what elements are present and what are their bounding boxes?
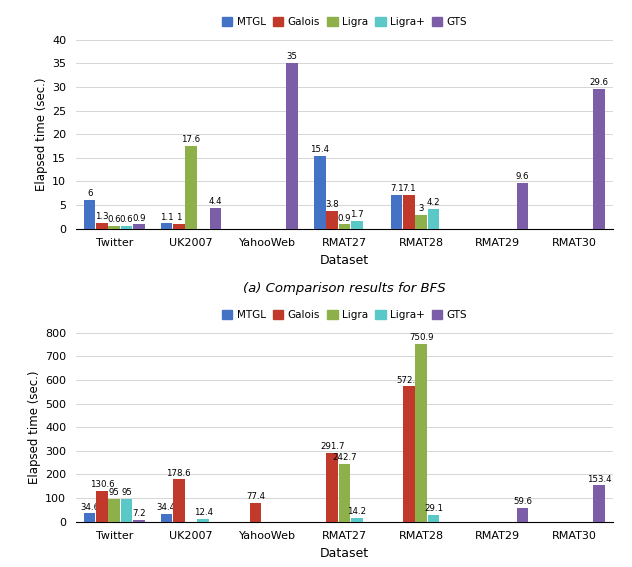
Text: 29.6: 29.6 (590, 78, 609, 87)
Bar (593, 89, 605, 229)
Bar (391, 195, 403, 229)
Text: 3.8: 3.8 (325, 200, 339, 209)
Bar (121, 226, 132, 229)
Bar (286, 64, 298, 229)
Text: 750.9: 750.9 (409, 333, 434, 342)
Text: 1.3: 1.3 (95, 211, 109, 221)
Bar (428, 209, 439, 229)
Bar (84, 200, 95, 229)
Bar (593, 485, 605, 522)
X-axis label: Dataset: Dataset (320, 547, 369, 560)
Text: 95: 95 (109, 488, 119, 497)
Bar (185, 146, 197, 229)
Text: 1.1: 1.1 (160, 213, 173, 222)
Bar (250, 503, 261, 522)
Text: 7.1: 7.1 (390, 184, 403, 193)
Text: 17.6: 17.6 (181, 134, 200, 143)
Text: 153.4: 153.4 (587, 475, 612, 484)
Text: 0.6: 0.6 (107, 215, 121, 224)
Text: 7.2: 7.2 (132, 509, 145, 518)
Text: 35: 35 (287, 52, 298, 61)
Text: 34.4: 34.4 (157, 502, 176, 511)
Text: 130.6: 130.6 (90, 480, 114, 489)
Bar (516, 507, 528, 522)
Bar (428, 515, 439, 522)
X-axis label: Dataset: Dataset (320, 254, 369, 267)
Text: 7.1: 7.1 (402, 184, 416, 193)
Bar (403, 387, 415, 522)
Y-axis label: Elapsed time (sec.): Elapsed time (sec.) (35, 78, 48, 191)
Bar (108, 499, 120, 522)
Bar (161, 514, 173, 522)
Bar (339, 225, 350, 229)
Bar (351, 221, 363, 229)
Text: 15.4: 15.4 (310, 145, 329, 154)
Bar (415, 214, 427, 229)
Bar (351, 518, 363, 522)
Y-axis label: Elapsed time (sec.): Elapsed time (sec.) (28, 370, 41, 484)
Bar (326, 211, 338, 229)
Text: 9.6: 9.6 (516, 172, 529, 181)
Bar (161, 223, 173, 229)
Bar (96, 491, 108, 522)
Text: 95: 95 (121, 488, 132, 497)
Text: 77.4: 77.4 (246, 493, 265, 501)
Text: 4.4: 4.4 (209, 197, 222, 206)
Bar (415, 344, 427, 522)
Bar (173, 224, 185, 229)
Text: 14.2: 14.2 (347, 507, 367, 517)
Text: 59.6: 59.6 (513, 497, 532, 506)
Bar (108, 226, 120, 229)
Text: 34.6: 34.6 (80, 502, 99, 511)
Bar (96, 223, 108, 229)
Text: 29.1: 29.1 (424, 504, 443, 513)
Text: 12.4: 12.4 (193, 508, 213, 517)
Legend: MTGL, Galois, Ligra, Ligra+, GTS: MTGL, Galois, Ligra, Ligra+, GTS (218, 306, 471, 324)
Bar (403, 195, 415, 229)
Bar (84, 514, 95, 522)
Text: 0.6: 0.6 (119, 215, 133, 224)
Text: 1.7: 1.7 (350, 210, 363, 219)
Text: 0.9: 0.9 (337, 214, 351, 223)
Bar (210, 208, 221, 229)
Text: 291.7: 291.7 (320, 442, 344, 451)
Bar (339, 464, 350, 522)
Bar (133, 225, 145, 229)
Text: 0.9: 0.9 (132, 214, 145, 223)
Text: 3: 3 (418, 204, 424, 213)
Bar (326, 452, 338, 522)
Bar (197, 519, 209, 522)
Bar (121, 499, 132, 522)
Bar (516, 183, 528, 229)
Text: 6: 6 (87, 189, 92, 198)
Text: (a) Comparison results for BFS: (a) Comparison results for BFS (243, 282, 446, 295)
Bar (314, 156, 325, 229)
Bar (173, 480, 185, 522)
Text: 4.2: 4.2 (427, 198, 441, 207)
Legend: MTGL, Galois, Ligra, Ligra+, GTS: MTGL, Galois, Ligra, Ligra+, GTS (218, 13, 471, 31)
Text: 1: 1 (176, 213, 181, 222)
Text: 242.7: 242.7 (332, 454, 356, 463)
Text: 572.3: 572.3 (397, 375, 421, 384)
Bar (133, 520, 145, 522)
Text: 178.6: 178.6 (166, 468, 191, 477)
